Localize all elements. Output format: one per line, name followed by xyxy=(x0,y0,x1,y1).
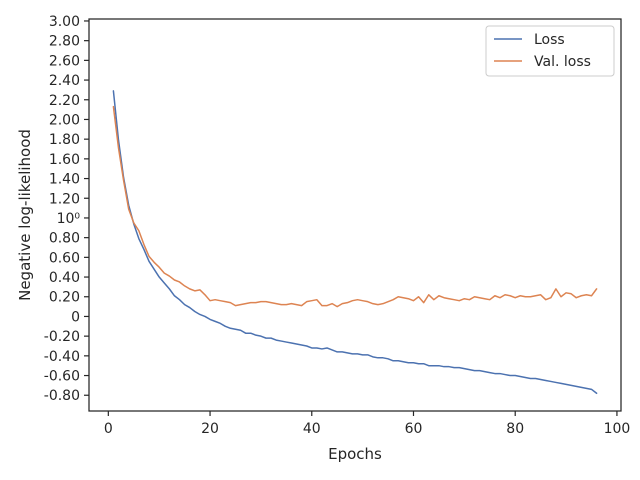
plot-frame xyxy=(88,18,622,412)
y-tick-label: 2.60 xyxy=(49,53,80,69)
y-tick-label: 2.00 xyxy=(49,112,80,128)
y-axis-label: Negative log-likelihood xyxy=(16,129,34,301)
y-tick-label: 2.20 xyxy=(49,93,80,109)
y-tick-label: -0.20 xyxy=(44,329,80,345)
y-tick-label: 1.80 xyxy=(49,132,80,148)
y-tick-label: 2.40 xyxy=(49,73,80,89)
y-tick-label: 1.60 xyxy=(49,152,80,168)
y-tick-label: 3.00 xyxy=(49,14,80,30)
legend-label: Val. loss xyxy=(534,54,591,70)
x-tick-label: 80 xyxy=(506,421,524,437)
y-tick-label: 2.80 xyxy=(49,34,80,50)
y-tick-label: 0.60 xyxy=(49,250,80,266)
y-tick-label: 0.20 xyxy=(49,290,80,306)
y-tick-label: -0.40 xyxy=(44,349,80,365)
y-axis-ticks: -0.80 -0.60 -0.40 -0.20 0 0.20 0.40 0.60 0.80 10⁰… xyxy=(44,14,89,404)
series-line-loss xyxy=(112,90,598,395)
x-tick-label: 40 xyxy=(303,421,321,437)
x-tick-label: 0 xyxy=(104,421,113,437)
legend-label: Loss xyxy=(534,32,565,48)
y-tick-label: 10⁰ xyxy=(57,211,81,227)
x-axis-ticks: 0 20 40 60 80 100 xyxy=(104,411,630,437)
y-tick-label: 0.40 xyxy=(49,270,80,286)
x-tick-label: 60 xyxy=(405,421,423,437)
y-tick-label: -0.80 xyxy=(44,388,80,404)
y-tick-label: 1.40 xyxy=(49,172,80,188)
series-layer xyxy=(112,90,598,395)
y-tick-label: 0 xyxy=(71,309,80,325)
y-tick-label: -0.60 xyxy=(44,369,80,385)
x-tick-label: 100 xyxy=(604,421,631,437)
y-tick-label: 1.20 xyxy=(49,191,80,207)
y-tick-label: 0.80 xyxy=(49,231,80,247)
legend: Loss Val. loss xyxy=(485,25,615,77)
series-line-val-loss xyxy=(112,105,598,308)
x-axis-label: Epochs xyxy=(328,445,382,463)
x-tick-label: 20 xyxy=(201,421,219,437)
